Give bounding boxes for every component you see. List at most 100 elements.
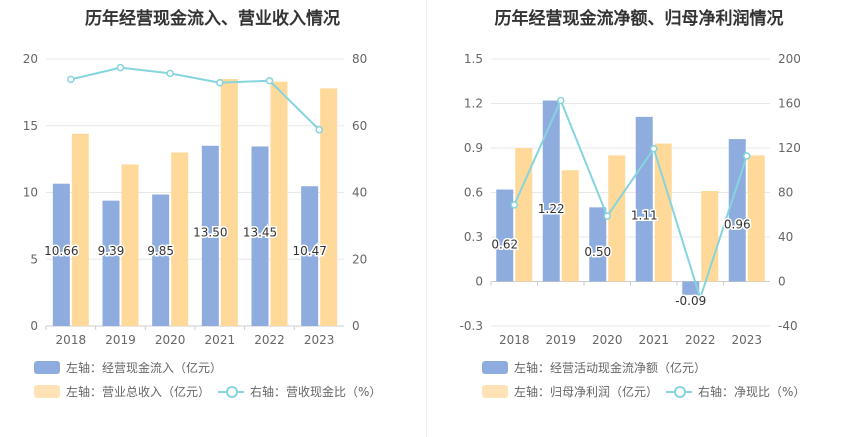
ratio-point — [166, 69, 174, 78]
bar-primary — [589, 207, 607, 282]
ratio-point — [216, 78, 224, 87]
bar-primary — [52, 183, 70, 326]
right-axis-tick-label: 120 — [778, 141, 801, 155]
legend-label: 右轴：净现比（%） — [698, 385, 806, 399]
ratio-point — [603, 212, 611, 220]
x-axis-tick-label: 2021 — [205, 333, 236, 347]
legend-swatch-blue — [482, 361, 508, 374]
x-axis-tick-label: 2023 — [731, 333, 762, 347]
bar-data-label: 10.47 — [292, 244, 326, 258]
bar-data-label: 13.45 — [243, 226, 277, 240]
right-axis-tick-label: 20 — [352, 252, 367, 266]
x-axis-tick-label: 2020 — [155, 333, 186, 347]
ratio-point — [557, 96, 565, 105]
legend-item-cash-revenue-ratio[interactable]: 右轴：营收现金比（%） — [218, 383, 381, 400]
legend-label: 左轴：归母净利润（亿元） — [514, 385, 659, 399]
legend-swatch-yellow — [482, 385, 508, 398]
right-axis-tick-label: 0 — [778, 275, 786, 289]
chart-plot-netcash-profit: -0.3 0 0.3 0.6 0.9 1.2 1.5 -40 0 40 80 120 160 200 201… — [460, 52, 801, 347]
legend-line-swatch — [666, 385, 692, 398]
x-axis-tick-label: 2022 — [685, 333, 716, 347]
left-axis-tick-label: 10 — [23, 186, 38, 200]
legend-swatch-blue — [34, 361, 60, 374]
bar-data-label: 1.11 — [631, 209, 658, 223]
bar-secondary — [220, 79, 238, 327]
bar-secondary — [515, 148, 533, 282]
legend-item-net-operating-cash[interactable]: 左轴：经营活动现金流净额（亿元） — [482, 359, 706, 376]
ratio-point — [265, 76, 274, 85]
chart-plot-cashflow-revenue: 0 5 10 15 20 0 20 40 60 80 2018 2019 2020 2021 2022 202… — [23, 52, 368, 347]
right-axis-tick-label: 40 — [778, 230, 793, 244]
bar-primary — [635, 116, 653, 282]
bar-primary — [102, 200, 120, 326]
left-axis-tick-label: 1.2 — [464, 97, 483, 111]
legend-line-swatch — [218, 385, 244, 398]
left-axis-tick-label: 5 — [30, 252, 38, 266]
bar-secondary — [71, 133, 89, 326]
x-axis-tick-label: 2021 — [638, 333, 669, 347]
bar-data-label: 9.39 — [98, 244, 125, 258]
bar-secondary — [747, 155, 765, 282]
left-axis-tick-label: 0.9 — [464, 141, 483, 155]
legend-label: 左轴：经营活动现金流净额（亿元） — [514, 361, 707, 375]
bar-primary — [251, 146, 269, 326]
ratio-point — [67, 75, 75, 84]
ratio-point — [650, 144, 658, 153]
bar-primary — [728, 139, 746, 282]
bar-primary — [201, 145, 219, 326]
bar-secondary — [561, 170, 579, 282]
right-axis-tick-label: 200 — [778, 52, 801, 66]
ratio-line — [513, 97, 748, 302]
bar-data-label: 13.50 — [193, 226, 227, 240]
right-axis-tick-label: 160 — [778, 97, 801, 111]
left-axis-tick-label: 0.6 — [464, 186, 483, 200]
legend-item-net-cash-ratio[interactable]: 右轴：净现比（%） — [666, 383, 805, 400]
ratio-line — [70, 66, 320, 131]
legend-item-total-revenue[interactable]: 左轴：营业总收入（亿元） — [34, 383, 210, 400]
x-axis-tick-label: 2018 — [499, 333, 530, 347]
bar-primary — [542, 100, 560, 282]
ratio-point — [315, 126, 323, 134]
bar-secondary — [270, 81, 288, 326]
bar-data-label: 0.62 — [491, 238, 518, 252]
bar-secondary — [171, 152, 189, 326]
bar-primary — [301, 186, 319, 326]
chart-panel-netcash-profit: 历年经营现金流净额、归母净利润情况 -0.3 0 0.3 0.6 0.9 1.2 1.5 -4… — [428, 0, 850, 437]
bar-data-label: 10.66 — [44, 244, 78, 258]
x-axis-tick-label: 2023 — [304, 333, 335, 347]
ratio-point — [743, 152, 751, 160]
x-axis-tick-label: 2018 — [56, 333, 87, 347]
x-axis-tick-label: 2020 — [592, 333, 623, 347]
bar-secondary — [654, 143, 672, 282]
right-axis-tick-label: 80 — [352, 52, 367, 66]
legend-label: 左轴：经营现金流入（亿元） — [66, 361, 223, 375]
bar-secondary — [320, 88, 338, 327]
legend-item-net-profit[interactable]: 左轴：归母净利润（亿元） — [482, 383, 658, 400]
bar-data-label: 0.96 — [724, 218, 751, 232]
right-axis-tick-label: 60 — [352, 119, 367, 133]
legend-label: 右轴：营收现金比（%） — [250, 385, 382, 399]
legend-swatch-yellow — [34, 385, 60, 398]
right-axis-tick-label: -40 — [778, 319, 798, 333]
ratio-point — [510, 201, 518, 209]
right-axis-tick-label: 40 — [352, 186, 367, 200]
bar-secondary — [608, 155, 626, 282]
left-axis-tick-label: -0.3 — [460, 319, 483, 333]
bar-data-label: 1.22 — [538, 202, 565, 216]
bar-primary — [496, 189, 514, 282]
x-axis-tick-label: 2019 — [105, 333, 136, 347]
bar-primary — [152, 194, 170, 326]
left-axis-tick-label: 20 — [23, 52, 38, 66]
x-axis-tick-label: 2022 — [254, 333, 285, 347]
ratio-point — [116, 63, 125, 72]
bar-data-label: 0.50 — [584, 245, 611, 259]
right-axis-tick-label: 80 — [778, 186, 793, 200]
legend-item-cash-inflow[interactable]: 左轴：经营现金流入（亿元） — [34, 359, 222, 376]
x-axis-tick-label: 2019 — [545, 333, 576, 347]
chart-panel-cashflow-revenue: 历年经营现金流入、营业收入情况 0 5 10 15 20 0 20 40 60 80 2018 201… — [23, 9, 382, 400]
left-axis-tick-label: 1.5 — [464, 52, 483, 66]
legend-label: 左轴：营业总收入（亿元） — [66, 385, 211, 399]
bar-data-label: 9.85 — [147, 244, 174, 258]
ratio-point — [696, 294, 704, 302]
left-axis-tick-label: 0.3 — [464, 230, 483, 244]
